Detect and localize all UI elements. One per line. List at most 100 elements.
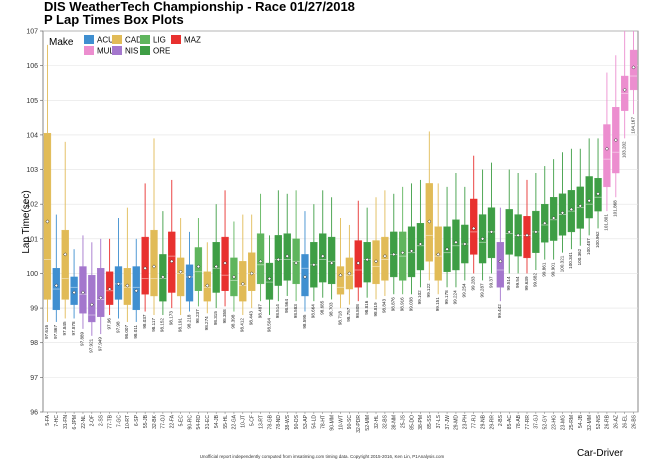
box-body	[88, 274, 96, 323]
mean-marker	[214, 264, 219, 269]
best-lap-label: 98.007	[124, 325, 129, 339]
box-5-CF: 98.443	[248, 214, 256, 325]
box-37-LS: 99.151	[434, 183, 442, 311]
x-tick-label: 10-RT	[125, 415, 131, 429]
x-tick-label: 90-SC	[347, 415, 353, 430]
x-tick-label: 55-JB	[143, 414, 149, 428]
box-85-DO: 99.038	[407, 183, 416, 311]
legend-label: CAD	[125, 36, 142, 45]
x-tick-label: 78-HT	[321, 415, 327, 429]
legend-item-nis: NIS	[112, 46, 138, 56]
best-lap-label: 97.845	[62, 321, 67, 335]
box-25-RM: 100.341	[567, 148, 576, 269]
box-78-AB: 99.54	[514, 173, 522, 288]
best-lap-label: 98.583	[293, 304, 298, 318]
x-tick-label: 78-ND	[276, 415, 282, 430]
x-tick-label: 52-MM	[365, 415, 371, 431]
best-lap-label: 98.037	[142, 314, 147, 328]
mean-marker	[489, 229, 494, 234]
mean-marker	[160, 274, 165, 279]
best-lap-label: 98.315	[213, 311, 218, 325]
y-tick-label: 96	[30, 410, 38, 417]
x-tick-label: 54-LD	[312, 415, 318, 429]
mean-marker	[622, 87, 627, 92]
mean-marker	[320, 254, 325, 259]
best-lap-label: 98.595	[302, 314, 307, 328]
box-2-SS: 97.949	[97, 238, 105, 351]
mean-marker	[418, 241, 423, 247]
box-26-BS: 104.167	[629, 31, 638, 134]
box-55-JB: 98.037	[141, 183, 149, 329]
best-lap-label: 97.921	[89, 338, 94, 352]
x-tick-label: 32-BK	[152, 414, 158, 429]
x-tick-label: 77-RJ	[472, 415, 478, 429]
best-lap-label: 99.254	[462, 283, 467, 297]
box-32-MM: 100.487	[585, 138, 593, 255]
box-38-NM: 98.876	[390, 193, 398, 311]
best-lap-label: 104.167	[630, 117, 635, 134]
box-body	[496, 242, 505, 288]
x-tick-label: 85-SS	[427, 414, 433, 429]
mean-marker	[374, 259, 379, 264]
best-lap-label: 99.224	[453, 290, 458, 304]
legend-label: LIG	[153, 36, 166, 45]
mean-marker	[169, 259, 174, 264]
best-lap-label: 98.808	[355, 304, 360, 318]
best-lap-label: 98.564	[284, 299, 289, 313]
x-tick-label: 2-BS	[498, 414, 504, 426]
x-tick-label: 77-OJ	[161, 415, 167, 429]
x-tick-label: 37-JW	[445, 415, 451, 430]
best-lap-label: 98.412	[240, 318, 245, 332]
mean-marker	[462, 241, 467, 247]
y-tick-label: 106	[26, 63, 38, 70]
chart-title: DIS WeatherTech Championship - Race 01/2…	[44, 0, 355, 14]
x-tick-label: 53-AP	[303, 414, 309, 429]
mean-marker	[587, 198, 592, 203]
y-tick-label: 102	[26, 202, 38, 209]
best-lap-label: 98.237	[195, 309, 200, 323]
best-lap-label: 98.152	[160, 318, 165, 332]
x-tick-label: 78-AB	[516, 414, 522, 429]
box-10-RT: 98.007	[123, 207, 132, 339]
x-tick-label: 13-RT	[258, 415, 264, 429]
mean-marker	[453, 240, 458, 245]
legend-swatch	[84, 46, 94, 55]
x-tick-label: 54-RD	[196, 415, 202, 430]
box-37-JW: 99.178	[443, 186, 451, 304]
mean-marker	[427, 219, 432, 224]
x-tick-label: 37-LS	[436, 414, 442, 428]
best-lap-label: 98.173	[169, 311, 174, 325]
x-tick-label: 29-RR	[489, 415, 495, 430]
x-tick-label: 32-PDR	[356, 415, 362, 433]
x-tick-label: 10-WT	[338, 415, 344, 430]
mean-marker	[187, 274, 192, 279]
box-body	[336, 266, 345, 295]
best-lap-label: 97.949	[98, 337, 103, 351]
box-32-BS: 98.843	[381, 190, 389, 313]
legend-label: MAZ	[184, 36, 201, 45]
best-lap-label: 99.102	[417, 290, 422, 304]
x-tick-label: 52-NS	[596, 414, 602, 429]
legend-swatch	[84, 35, 94, 44]
best-lap-label: 99.901	[550, 262, 555, 276]
mean-marker	[329, 261, 334, 266]
mean-marker	[356, 261, 361, 266]
mean-marker	[98, 295, 103, 300]
box-7-GC: 97.98	[114, 218, 123, 333]
box-body	[327, 236, 336, 285]
y-tick-label: 101	[26, 236, 38, 243]
box-body	[194, 247, 203, 291]
box-26-RB: 101.801	[603, 72, 611, 231]
box-90-DS: 98.583	[292, 190, 300, 318]
y-tick-label: 107	[26, 29, 38, 36]
box-78-ND: 98.514	[274, 190, 282, 318]
x-tick-label: 7-HC	[54, 415, 60, 427]
best-lap-label: 98.664	[311, 304, 316, 318]
best-lap-label: 97.616	[44, 325, 49, 339]
x-tick-label: 37-GJ	[534, 415, 540, 429]
box-77-TB: 97.96	[105, 238, 114, 330]
best-lap-label: 98.504	[266, 318, 271, 332]
box-6-SP: 98.011	[132, 238, 140, 339]
best-lap-label: 99.861	[542, 262, 547, 276]
box-body	[239, 261, 247, 302]
